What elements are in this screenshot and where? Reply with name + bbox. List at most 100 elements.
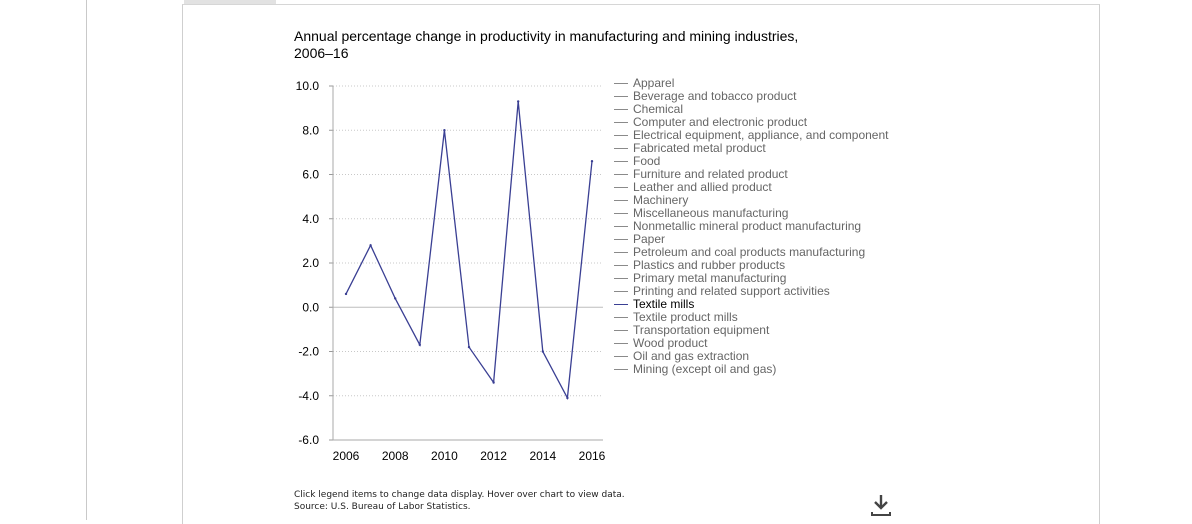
legend-swatch xyxy=(614,174,628,175)
legend-item[interactable]: Miscellaneous manufacturing xyxy=(614,207,889,220)
legend-swatch xyxy=(614,148,628,149)
chart-footer: Click legend items to change data displa… xyxy=(294,489,625,513)
legend-swatch xyxy=(614,161,628,162)
data-point[interactable] xyxy=(369,244,372,247)
legend-label: Food xyxy=(633,154,661,168)
legend-swatch xyxy=(614,135,628,136)
legend-label: Transportation equipment xyxy=(633,323,770,337)
legend-label: Printing and related support activities xyxy=(633,284,830,298)
legend-item[interactable]: Apparel xyxy=(614,77,889,90)
legend-label: Computer and electronic product xyxy=(633,115,808,129)
legend-swatch xyxy=(614,83,628,84)
data-point[interactable] xyxy=(443,129,446,132)
legend-label: Fabricated metal product xyxy=(633,141,766,155)
legend-item[interactable]: Food xyxy=(614,155,889,168)
legend-swatch xyxy=(614,356,628,357)
data-point[interactable] xyxy=(492,381,495,384)
legend-item[interactable]: Transportation equipment xyxy=(614,324,889,337)
data-point[interactable] xyxy=(566,396,569,400)
legend-label: Machinery xyxy=(633,193,689,207)
legend-item[interactable]: Electrical equipment, appliance, and com… xyxy=(614,129,889,142)
y-tick-label: 4.0 xyxy=(302,212,319,226)
data-point[interactable] xyxy=(541,350,544,353)
legend-item[interactable]: Leather and allied product xyxy=(614,181,889,194)
page-divider xyxy=(86,0,87,520)
legend-swatch xyxy=(614,330,628,331)
legend-item[interactable]: Textile product mills xyxy=(614,311,889,324)
legend-swatch xyxy=(614,109,628,110)
y-tick-label: 8.0 xyxy=(302,123,319,137)
data-point[interactable] xyxy=(590,160,594,163)
y-tick-label: 0.0 xyxy=(302,300,319,314)
legend-item[interactable]: Chemical xyxy=(614,103,889,116)
legend-swatch xyxy=(614,200,628,201)
instructions-text: Click legend items to change data displa… xyxy=(294,490,625,500)
chart-title: Annual percentage change in productivity… xyxy=(294,28,799,61)
legend-swatch xyxy=(614,343,628,344)
source-text: Source: U.S. Bureau of Labor Statistics. xyxy=(294,502,471,512)
legend-label: Mining (except oil and gas) xyxy=(633,362,777,376)
legend-item[interactable]: Wood product xyxy=(614,337,889,350)
legend-label: Electrical equipment, appliance, and com… xyxy=(633,128,889,142)
legend-item[interactable]: Petroleum and coal products manufacturin… xyxy=(614,246,889,259)
y-tick-label: 6.0 xyxy=(302,168,319,182)
legend-swatch xyxy=(614,239,628,240)
x-tick-label: 2016 xyxy=(579,449,606,463)
legend-label: Miscellaneous manufacturing xyxy=(633,206,789,220)
legend-item[interactable]: Printing and related support activities xyxy=(614,285,889,298)
axes xyxy=(329,85,603,441)
legend-label: Textile product mills xyxy=(633,310,738,324)
chart-panel xyxy=(182,4,1100,524)
series-line-textile-mills[interactable] xyxy=(345,101,593,401)
tick-labels: 10.0 8.0 6.0 4.0 2.0 0.0 -2.0 -4.0 -6.0 2006 2008 2… xyxy=(296,79,606,463)
legend-item[interactable]: Nonmetallic mineral product manufacturin… xyxy=(614,220,889,233)
data-point[interactable] xyxy=(344,292,348,296)
legend-label: Furniture and related product xyxy=(633,167,788,181)
data-point[interactable] xyxy=(418,343,421,347)
data-point[interactable] xyxy=(517,100,520,103)
legend-swatch xyxy=(614,96,628,97)
legend-item[interactable]: Oil and gas extraction xyxy=(614,350,889,363)
x-tick-label: 2012 xyxy=(480,449,507,463)
legend-item[interactable]: Machinery xyxy=(614,194,889,207)
legend-swatch xyxy=(614,265,628,266)
legend-label: Nonmetallic mineral product manufacturin… xyxy=(633,219,862,233)
legend-swatch xyxy=(614,317,628,318)
legend-item[interactable]: Mining (except oil and gas) xyxy=(614,363,889,376)
legend-item[interactable]: Textile mills xyxy=(614,298,889,311)
legend-swatch xyxy=(614,187,628,188)
legend-label: Leather and allied product xyxy=(633,180,772,194)
y-tick-label: -6.0 xyxy=(298,433,319,447)
legend-label: Textile mills xyxy=(633,297,695,311)
data-point[interactable] xyxy=(394,297,397,300)
x-tick-label: 2006 xyxy=(333,449,360,463)
legend-item[interactable]: Computer and electronic product xyxy=(614,116,889,129)
legend-item[interactable]: Paper xyxy=(614,233,889,246)
series-lines xyxy=(344,100,594,401)
y-tick-label: -2.0 xyxy=(298,345,319,359)
legend-swatch xyxy=(614,213,628,214)
download-icon[interactable] xyxy=(869,493,893,517)
legend-swatch xyxy=(614,278,628,279)
legend-label: Petroleum and coal products manufacturin… xyxy=(633,245,866,259)
y-tick-label: 2.0 xyxy=(302,256,319,270)
legend-label: Primary metal manufacturing xyxy=(633,271,787,285)
data-point[interactable] xyxy=(467,345,471,349)
legend-item[interactable]: Plastics and rubber products xyxy=(614,259,889,272)
legend-label: Oil and gas extraction xyxy=(633,349,750,363)
legend-swatch xyxy=(614,291,628,292)
legend-item[interactable]: Beverage and tobacco product xyxy=(614,90,889,103)
legend-label: Wood product xyxy=(633,336,708,350)
legend-label: Chemical xyxy=(633,102,684,116)
legend-item[interactable]: Furniture and related product xyxy=(614,168,889,181)
chart-legend: Apparel Beverage and tobacco product Chemi… xyxy=(614,77,889,376)
legend-item[interactable]: Fabricated metal product xyxy=(614,142,889,155)
legend-swatch xyxy=(614,304,628,305)
legend-item[interactable]: Primary metal manufacturing xyxy=(614,272,889,285)
legend-swatch xyxy=(614,226,628,227)
legend-label: Beverage and tobacco product xyxy=(633,89,797,103)
legend-swatch xyxy=(614,122,628,123)
legend-swatch xyxy=(614,252,628,253)
x-tick-label: 2014 xyxy=(529,449,556,463)
